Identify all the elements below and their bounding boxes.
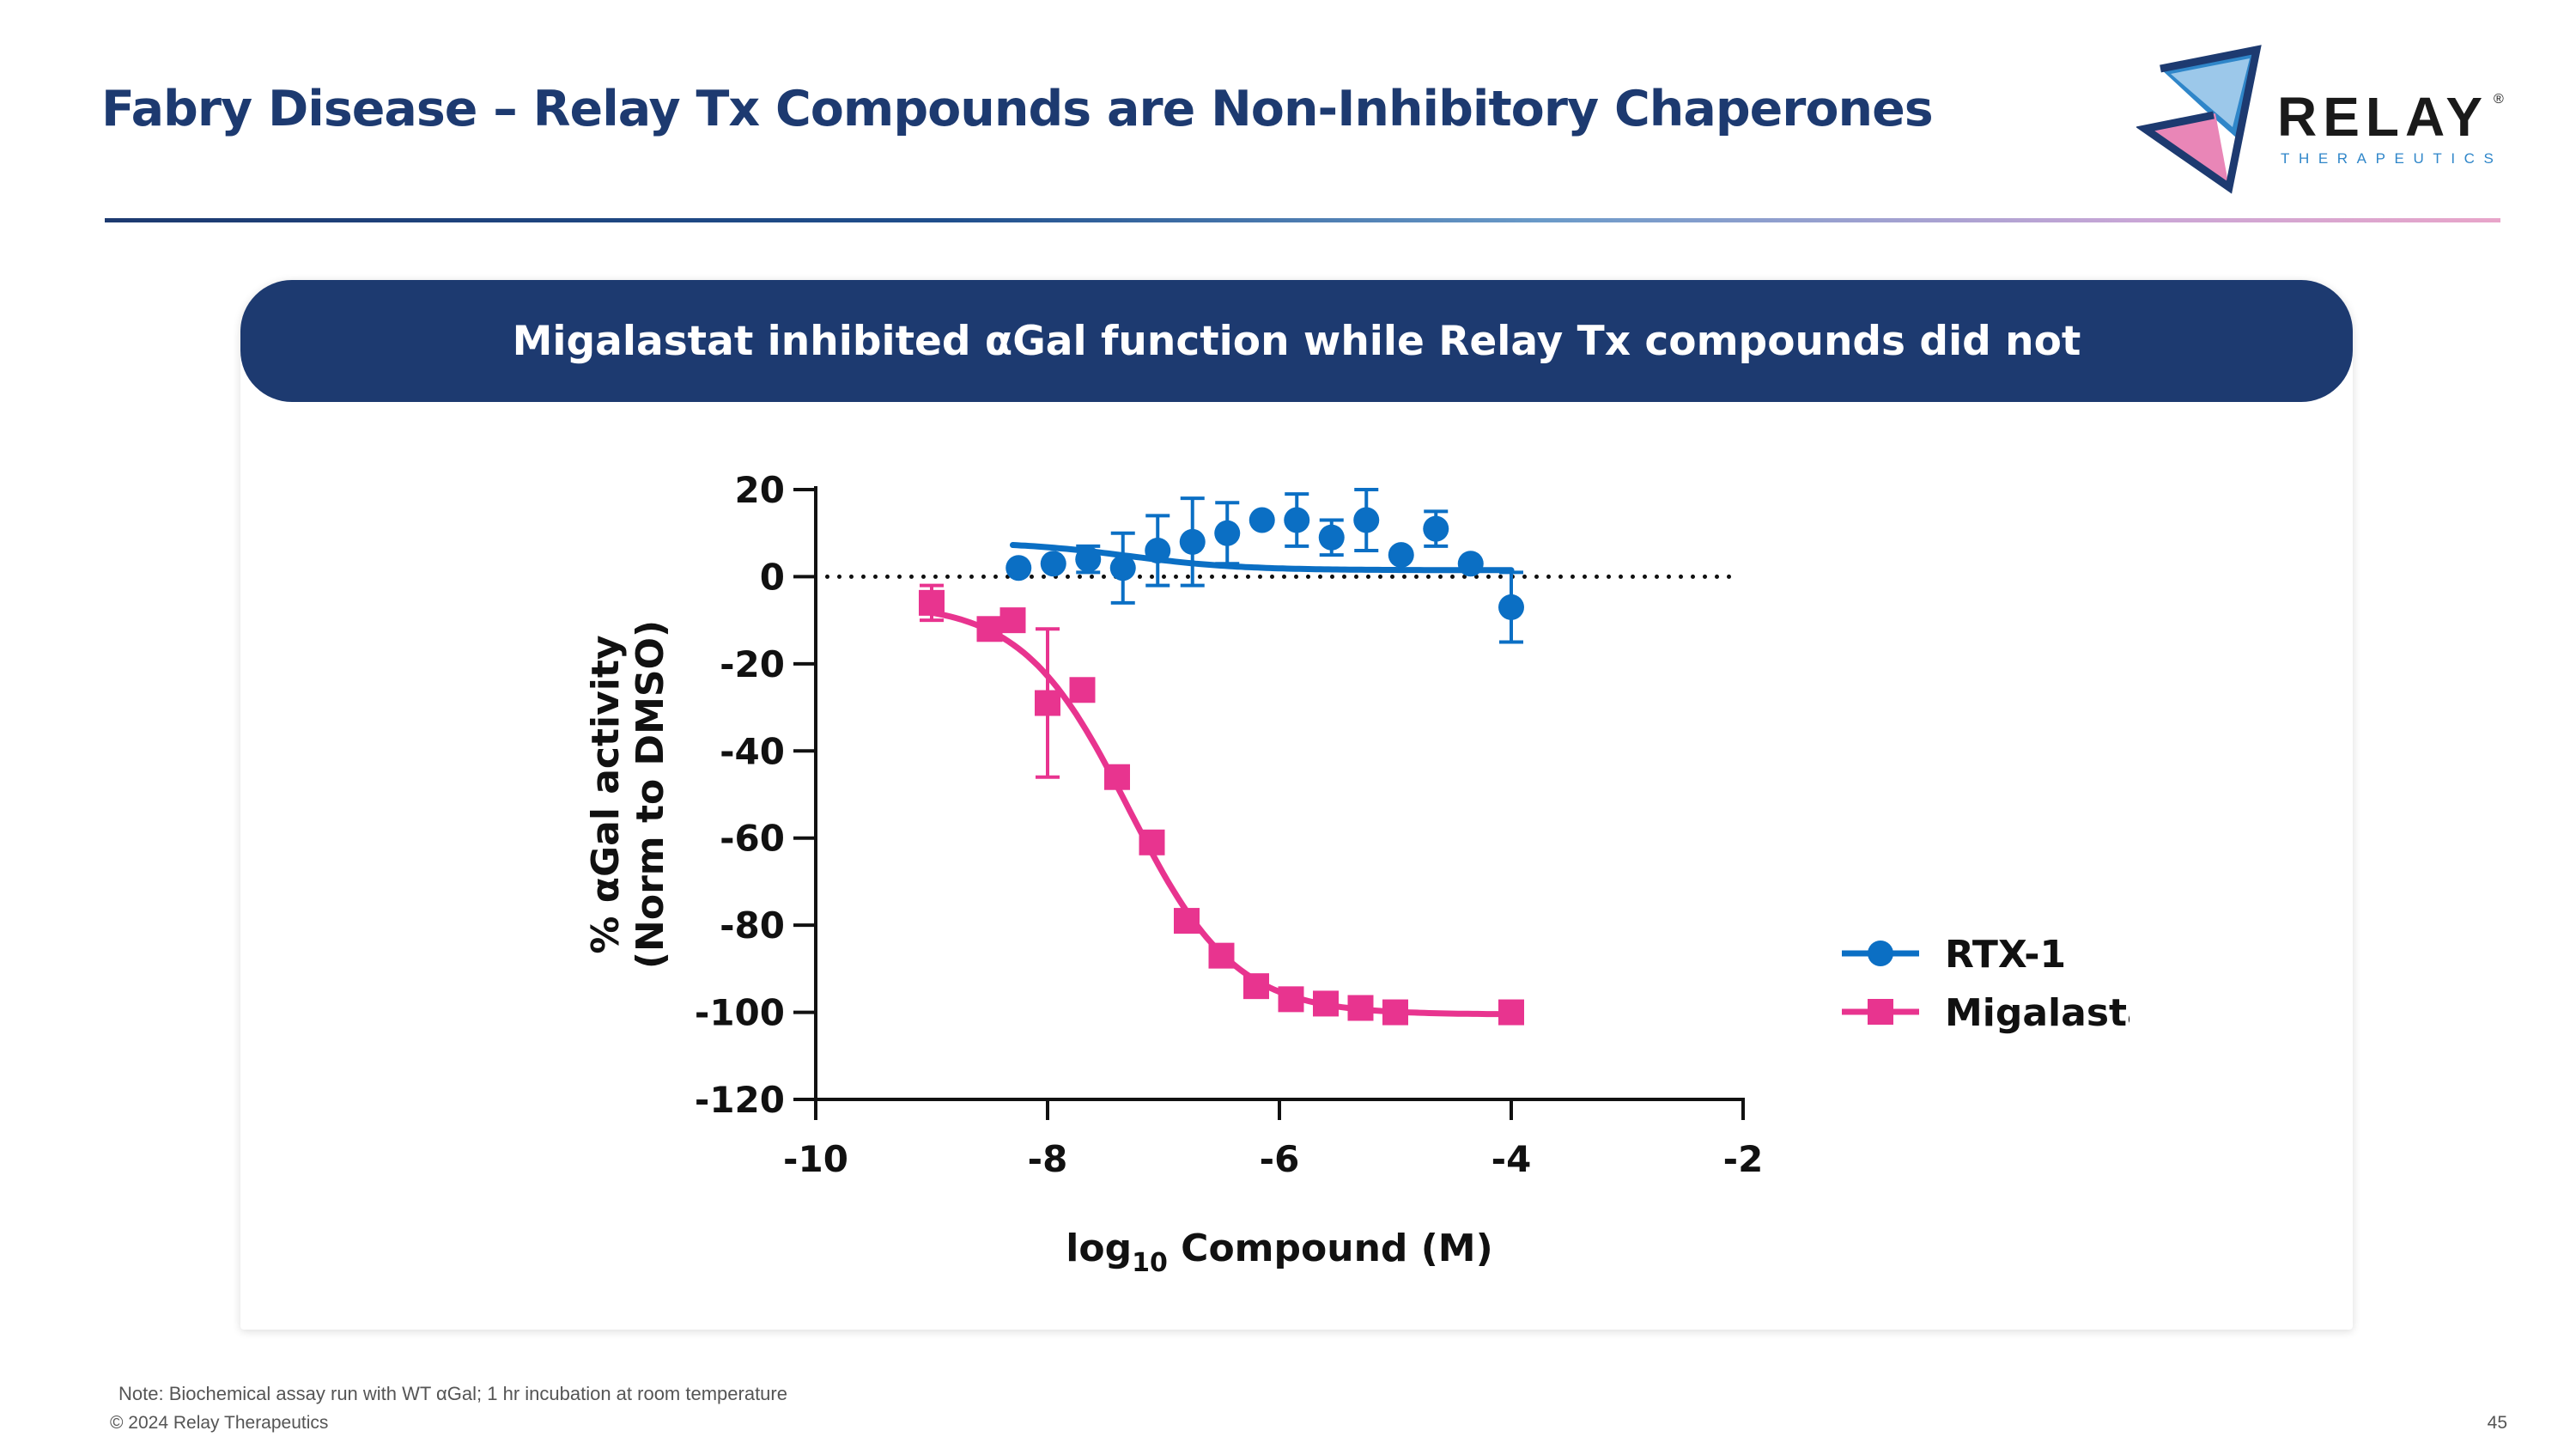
data-point <box>1284 507 1310 533</box>
data-point <box>1109 555 1136 581</box>
series-rtx-1 <box>1005 488 1524 644</box>
legend-marker <box>1868 941 1893 966</box>
data-point <box>1243 973 1269 1000</box>
y-axis-label: % αGal activity (Norm to DMSO) <box>584 620 672 969</box>
data-point <box>1353 507 1380 533</box>
x-tick-label: -4 <box>1492 1138 1532 1180</box>
footnote: Note: Biochemical assay run with WT αGal… <box>118 1383 787 1404</box>
data-point <box>1423 515 1449 542</box>
legend-label: Migalastat <box>1945 991 2129 1035</box>
y-tick-label: -80 <box>720 904 785 947</box>
legend-marker <box>1868 999 1893 1025</box>
data-point <box>1145 538 1171 563</box>
data-point <box>1498 999 1524 1026</box>
data-point <box>1278 986 1304 1013</box>
data-point <box>999 607 1026 634</box>
x-tick-label: -2 <box>1723 1138 1764 1180</box>
banner-text: Migalastat inhibited αGal function while… <box>512 317 2081 365</box>
y-tick-label: -20 <box>720 643 785 685</box>
legend-entry: RTX-1 <box>1842 933 2066 977</box>
data-point <box>1382 999 1408 1026</box>
y-tick-label: -120 <box>695 1079 785 1121</box>
dose-response-chart: 20 0 -20 -40 -60 -80 -100 -120 -10 -8 -6 -4 -2 log10 … <box>584 469 2129 1278</box>
relay-logo: RELAY ® THERAPEUTICS <box>2136 45 2504 194</box>
legend-label: RTX-1 <box>1945 933 2066 977</box>
data-point <box>919 589 945 616</box>
y-tick-label: -100 <box>695 992 785 1034</box>
data-point <box>1035 690 1060 716</box>
y-tick-label: -40 <box>720 730 785 772</box>
copyright: © 2024 Relay Therapeutics <box>110 1413 329 1433</box>
y-axis-label-line2: (Norm to DMSO) <box>629 620 672 969</box>
logo-mark-outline <box>2136 45 2262 194</box>
y-tick-label: 0 <box>760 556 785 598</box>
x-tick-label: -6 <box>1260 1138 1300 1180</box>
data-point <box>1174 908 1200 935</box>
data-point <box>1347 995 1374 1021</box>
x-axis-label: log10 Compound (M) <box>1066 1227 1492 1278</box>
logo-registered-mark: ® <box>2494 92 2504 107</box>
data-point <box>1318 524 1345 551</box>
data-point <box>1457 551 1484 577</box>
logo-wordmark: RELAY <box>2277 86 2488 148</box>
data-point <box>1069 677 1096 703</box>
data-point <box>1214 520 1241 546</box>
x-axis-label-subscript: 10 <box>1132 1248 1168 1278</box>
x-axis-label-suffix: Compound (M) <box>1168 1227 1493 1270</box>
data-point <box>1139 829 1165 855</box>
content-panel: Migalastat inhibited αGal function while… <box>240 280 2353 1330</box>
data-point <box>1249 507 1275 533</box>
x-tick-label: -8 <box>1028 1138 1068 1180</box>
data-point <box>1388 542 1414 569</box>
page-number: 45 <box>2487 1413 2507 1433</box>
logo-tagline: THERAPEUTICS <box>2281 150 2503 167</box>
data-point <box>1313 990 1339 1017</box>
data-point <box>976 616 1003 642</box>
data-point <box>1179 528 1206 555</box>
data-point <box>1005 555 1032 581</box>
legend-entry: Migalastat <box>1842 991 2129 1035</box>
data-point <box>1498 594 1524 620</box>
data-point <box>1104 764 1130 790</box>
y-tick-label: -60 <box>720 818 785 860</box>
x-tick-label: -10 <box>783 1138 848 1180</box>
data-point <box>1040 551 1066 577</box>
data-point <box>1208 942 1235 969</box>
summary-banner: Migalastat inhibited αGal function while… <box>240 280 2353 402</box>
series-migalastat <box>919 583 1524 1026</box>
x-axis-label-prefix: log <box>1066 1227 1132 1270</box>
data-point <box>1075 546 1102 573</box>
title-divider <box>105 218 2500 222</box>
y-tick-label: 20 <box>735 469 785 511</box>
logo-mark-light <box>2171 58 2250 127</box>
y-axis-label-line1: % αGal activity <box>584 635 628 953</box>
slide-title: Fabry Disease – Relay Tx Compounds are N… <box>101 81 1934 137</box>
